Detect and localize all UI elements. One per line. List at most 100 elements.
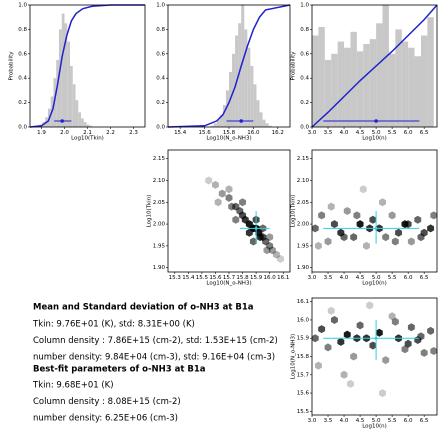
hex-cell [239, 198, 247, 207]
x-axis-label: Log10(N_o-NH3) [206, 281, 251, 287]
x-tick-label: 15.4 [182, 275, 195, 281]
x-axis-label: Log10(Tkin) [71, 136, 104, 142]
y-tick-label: 1.95 [297, 243, 310, 249]
hex-cell [324, 237, 332, 246]
y-tick-label: 1.90 [153, 265, 166, 271]
x-tick-label: 5.5 [388, 418, 397, 424]
x-tick-label: 6.5 [420, 130, 429, 136]
hex-cell [407, 237, 415, 246]
hex-cell [343, 330, 351, 339]
hex-cell [324, 343, 332, 352]
hist-bar [312, 35, 319, 127]
x-tick-label: 15.7 [223, 275, 236, 281]
x-tick-label: 3.0 [308, 275, 317, 281]
x-tick-label: 3.5 [324, 130, 333, 136]
hist-bar [58, 29, 62, 127]
y-tick-label: 15.7 [297, 372, 310, 378]
hex-cell [379, 389, 386, 398]
x-tick-label: 6.0 [404, 275, 413, 281]
hist-bar [216, 119, 220, 127]
axes-frame [311, 297, 438, 416]
hex-cell [263, 246, 271, 255]
mean-point [239, 119, 243, 123]
y-axis-label: Probability [9, 51, 15, 81]
x-tick-label: 6.5 [420, 418, 429, 424]
x-tick-label: 2.3 [129, 130, 138, 136]
hex-cell [214, 198, 222, 207]
x-tick-label: 15.9 [250, 275, 263, 281]
x-tick-label: 6.0 [404, 418, 413, 424]
hex-cell [337, 337, 345, 346]
axes-frame [29, 4, 146, 128]
x-tick-label: 5.5 [388, 275, 397, 281]
hex-cell [382, 356, 390, 365]
hist-bar [262, 119, 266, 127]
hex-cell [379, 198, 386, 207]
hist-bar [408, 47, 415, 128]
hist-bar [225, 90, 229, 127]
hex-cell [327, 306, 335, 315]
hex-cell [420, 348, 428, 357]
hist-bar [241, 5, 245, 127]
hist-bar [414, 56, 421, 127]
x-axis-label: Log10(n) [362, 136, 387, 142]
hist-bar [259, 112, 263, 127]
mean-point [254, 226, 258, 230]
stat-line: Column density : 8.08E+15 (cm-2) [33, 397, 181, 407]
x-tick-label: 6.5 [420, 275, 429, 281]
y-tick-label: 0.6 [18, 51, 27, 57]
hex-cell [318, 325, 326, 334]
x-tick-label: 2.0 [60, 130, 69, 136]
x-tick-label: 15.3 [169, 275, 182, 281]
stat-line: number density: 9.84E+04 (cm-3), std: 9.… [33, 353, 275, 363]
x-tick-label: 4.5 [356, 418, 365, 424]
hex-cell [266, 241, 274, 250]
mean-point [374, 119, 378, 123]
hex-cell [391, 317, 399, 326]
y-tick-label: 2.05 [153, 200, 166, 206]
hex-cell [404, 220, 412, 229]
hist-bar [89, 125, 93, 127]
hist-bar [222, 105, 226, 127]
mean-point [374, 336, 378, 340]
stat-line: Column density : 7.86E+15 (cm-2), std: 1… [33, 336, 278, 346]
y-tick-label: 0.0 [156, 125, 165, 131]
x-tick-label: 4.0 [340, 418, 349, 424]
cdf-line [167, 4, 291, 128]
x-tick-label: 16.2 [272, 130, 284, 136]
hex-cell [382, 233, 390, 242]
panel: 3.0 3.5 4.0 4.5 5.0 5.5 6.0 6.5 1.90 1.95 2.00 2.05… [291, 149, 438, 287]
y-tick-label: 0.6 [300, 51, 309, 57]
hex-cell [356, 321, 364, 330]
hist-bar [56, 59, 59, 127]
panel: 15.4 15.6 15.8 16.0 16.2 0.0 0.2 0.4 0.6 0.8 1.0 Lo… [156, 3, 291, 142]
y-tick-label: 0.0 [300, 125, 309, 131]
hist-bar [244, 29, 248, 127]
y-tick-label: 0.2 [18, 100, 27, 106]
x-tick-label: 3.5 [324, 275, 333, 281]
hist-bar [61, 13, 65, 127]
x-tick-label: 15.4 [174, 130, 187, 136]
hist-bar [247, 47, 251, 128]
hex-cell [391, 237, 399, 246]
hex-cell [225, 193, 233, 202]
hist-bar [72, 84, 76, 127]
y-axis-label: Log10(Tkin) [291, 195, 297, 228]
stat-line: number density: 6.25E+06 (cm-3) [33, 414, 178, 424]
hist-bar [250, 66, 254, 127]
hex-cell [327, 202, 335, 211]
hist-bar [376, 23, 383, 127]
hist-bar [388, 53, 396, 127]
hex-cell [350, 352, 358, 361]
x-axis-label: Log10(N_o-NH3) [206, 136, 251, 142]
x-tick-label: 15.8 [236, 275, 249, 281]
panel: 3.0 3.5 4.0 4.5 5.0 5.5 6.0 6.5 0.0 0.2 0.4 0.6 0.8 1… [291, 3, 438, 142]
hist-bar [75, 100, 79, 127]
hist-bar [210, 125, 214, 127]
hex-cell [388, 312, 396, 321]
x-tick-label: 6.0 [404, 130, 413, 136]
x-tick-label: 16.1 [277, 275, 289, 281]
y-axis-label: Probability [291, 51, 297, 81]
hex-cell [350, 233, 358, 242]
